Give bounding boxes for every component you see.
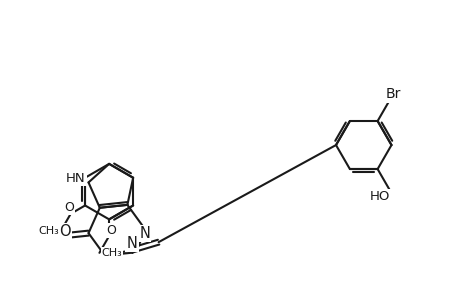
Text: CH₃: CH₃ [101,248,122,258]
Text: N: N [126,236,137,251]
Text: CH₃: CH₃ [38,226,59,236]
Text: HO: HO [369,190,390,203]
Text: O: O [59,224,71,239]
Text: N: N [139,226,150,241]
Text: O: O [64,201,73,214]
Text: Br: Br [385,87,400,101]
Text: O: O [106,224,116,237]
Text: HN: HN [66,172,85,185]
